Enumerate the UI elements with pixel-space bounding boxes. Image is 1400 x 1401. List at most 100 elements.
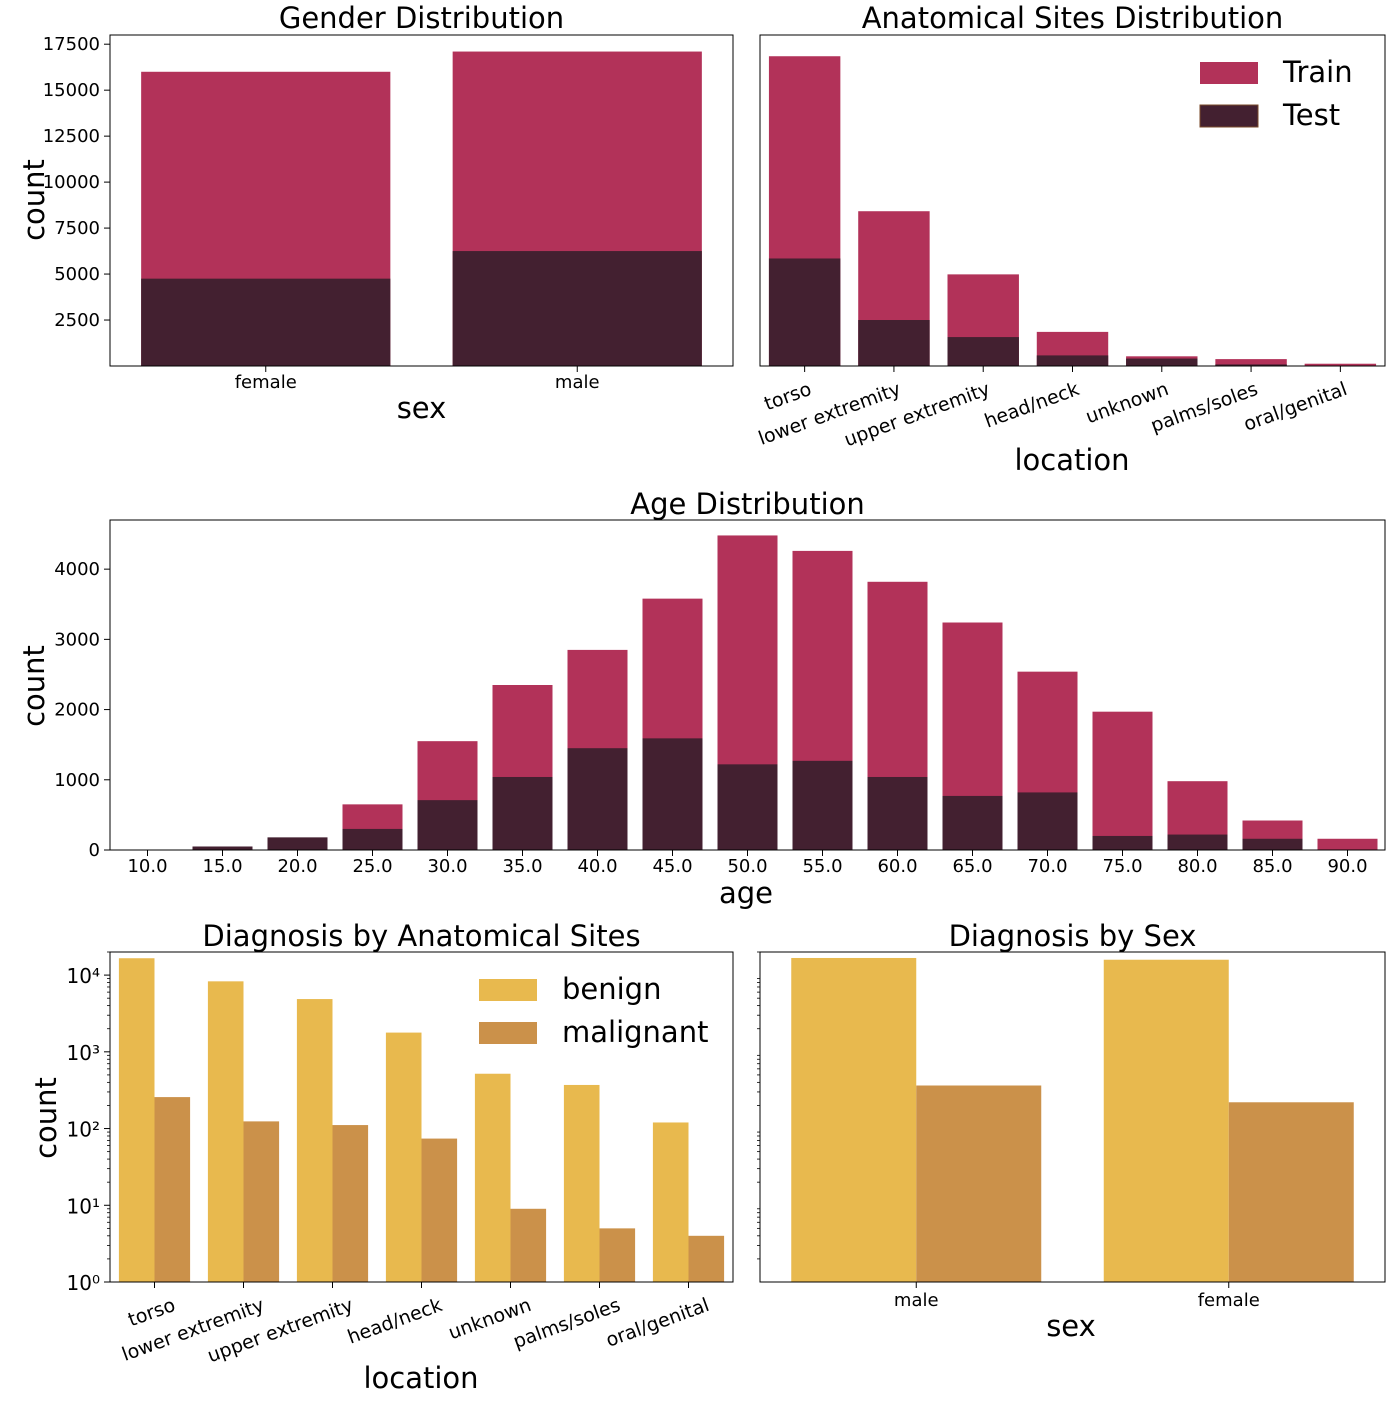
gender-ytick-label-4: 12500 (43, 126, 100, 147)
diag_sex-bar-malignant-0 (916, 1085, 1042, 1282)
diag_sites-ytick-label-3: 10³ (67, 1041, 100, 1065)
diag_sites-legend-swatch-0 (479, 979, 537, 1001)
diag_sex-bar-malignant-1 (1228, 1102, 1354, 1282)
age-ytick-label-3: 3000 (54, 629, 100, 650)
age-bar-train-16 (1317, 838, 1378, 850)
age-bar-test-3 (342, 828, 403, 850)
age-ytick-label-2: 2000 (54, 700, 100, 721)
diag_sites-bar-malignant-5 (599, 1228, 636, 1282)
age-xtick-label-11: 65.0 (952, 856, 992, 877)
diag_sites-bar-benign-4 (474, 1073, 511, 1282)
age-xtick-label-2: 20.0 (277, 856, 317, 877)
age-xtick-label-10: 60.0 (877, 856, 917, 877)
age-bar-test-12 (1017, 792, 1078, 850)
gender-ytick-label-0: 2500 (54, 310, 100, 331)
age-bar-test-14 (1167, 834, 1228, 850)
age-ytick-label-4: 4000 (54, 559, 100, 580)
sites-bar-test-4 (1126, 358, 1198, 366)
diag_sites-bar-benign-2 (296, 999, 333, 1282)
diag_sites-legend-swatch-1 (479, 1022, 537, 1044)
gender-ytick-label-5: 15000 (43, 80, 100, 101)
sites-xtick-label-3: head/neck (982, 378, 1083, 433)
sites-xlabel: location (1014, 443, 1129, 477)
diag_sex-bar-benign-1 (1103, 959, 1229, 1282)
gender-bar-test-0 (141, 278, 391, 366)
sites-title: Anatomical Sites Distribution (862, 1, 1284, 35)
age-title: Age Distribution (630, 487, 865, 521)
diag_sites-bar-benign-1 (207, 981, 244, 1282)
age-xtick-label-4: 30.0 (427, 856, 467, 877)
gender-xlabel: sex (397, 391, 447, 425)
age-xtick-label-15: 85.0 (1252, 856, 1292, 877)
diag_sex-xtick-label-0: male (894, 1290, 939, 1311)
diag-sex-title: Diagnosis by Sex (949, 919, 1197, 953)
diag_sites-xtick-label-3: head/neck (345, 1294, 446, 1349)
diag_sites-legend-label-1: malignant (562, 1015, 708, 1049)
age-bar-test-10 (867, 776, 928, 850)
sites-bar-train-6 (1304, 363, 1377, 366)
gender-ytick-label-6: 17500 (43, 34, 100, 55)
gender-xtick-label-1: male (555, 372, 600, 393)
sites-xtick-label-6: oral/genital (1241, 378, 1350, 436)
diag_sites-xtick-label-6: oral/genital (603, 1294, 712, 1352)
diag_sites-bar-benign-3 (385, 1032, 422, 1282)
sites-legend-swatch-0 (1200, 62, 1258, 84)
age-xtick-label-3: 25.0 (352, 856, 392, 877)
age-ylabel: count (17, 645, 51, 727)
age-xtick-label-12: 70.0 (1027, 856, 1067, 877)
sites-legend-label-1: Test (1282, 98, 1340, 132)
diag-sites-xlabel: location (363, 1361, 478, 1395)
sites-bar-test-0 (768, 258, 841, 366)
sites-legend-swatch-1 (1199, 104, 1259, 128)
age-bar-test-15 (1242, 838, 1303, 850)
diag_sites-ytick-label-2: 10² (67, 1118, 100, 1142)
diag-sex-xlabel: sex (1046, 1309, 1096, 1343)
diag_sites-legend-label-0: benign (562, 972, 661, 1006)
diag_sites-bar-malignant-2 (332, 1125, 369, 1282)
age-xtick-label-16: 90.0 (1327, 856, 1367, 877)
gender-axes-frame (109, 34, 734, 367)
age-xtick-label-13: 75.0 (1102, 856, 1142, 877)
age-bar-train-13 (1092, 711, 1153, 850)
age-bar-test-2 (267, 837, 328, 850)
sites-bar-test-5 (1215, 364, 1287, 366)
sites-legend-label-0: Train (1282, 55, 1353, 89)
diag_sex-axes-frame (759, 951, 1386, 1283)
age-bar-test-4 (417, 800, 478, 850)
diag_sites-bar-malignant-0 (154, 1097, 191, 1282)
diag-sites-title: Diagnosis by Anatomical Sites (202, 919, 640, 953)
gender-title: Gender Distribution (279, 1, 564, 35)
age-ytick-label-1: 1000 (54, 770, 100, 791)
diag_sites-bar-benign-0 (118, 958, 155, 1282)
diag-sites-ylabel: count (29, 1077, 63, 1159)
age-bar-test-11 (942, 795, 1003, 850)
gender-ytick-label-1: 5000 (54, 264, 100, 285)
diag_sites-bar-malignant-3 (421, 1138, 458, 1282)
age-xtick-label-5: 35.0 (502, 856, 542, 877)
diag_sites-bar-malignant-4 (510, 1208, 547, 1282)
sites-bar-train-5 (1215, 359, 1287, 366)
sites-bar-test-1 (858, 320, 930, 366)
age-bar-test-5 (492, 776, 553, 850)
gender-bar-test-1 (452, 251, 702, 366)
gender-ytick-label-3: 10000 (43, 172, 100, 193)
sites-bar-test-2 (947, 337, 1019, 366)
age-bar-test-7 (642, 738, 703, 850)
age-xtick-label-7: 45.0 (652, 856, 692, 877)
age-bar-test-13 (1092, 835, 1153, 850)
diag_sites-bar-benign-6 (652, 1122, 689, 1282)
diag_sites-ytick-label-0: 10⁰ (67, 1271, 100, 1295)
diag_sex-xtick-label-1: female (1198, 1290, 1260, 1311)
age-xtick-label-0: 10.0 (127, 856, 167, 877)
age-bar-test-6 (567, 748, 628, 850)
gender-ylabel: count (17, 159, 51, 241)
diag_sex-bar-benign-0 (791, 957, 917, 1282)
age-xlabel: age (719, 876, 773, 910)
age-xtick-label-14: 80.0 (1177, 856, 1217, 877)
age-bar-test-1 (192, 846, 253, 850)
sites-bar-test-3 (1036, 355, 1109, 366)
diag_sites-ytick-label-1: 10¹ (67, 1194, 100, 1218)
diag_sites-bar-malignant-6 (688, 1235, 725, 1282)
diag_sites-ytick-label-4: 10⁴ (67, 964, 100, 988)
